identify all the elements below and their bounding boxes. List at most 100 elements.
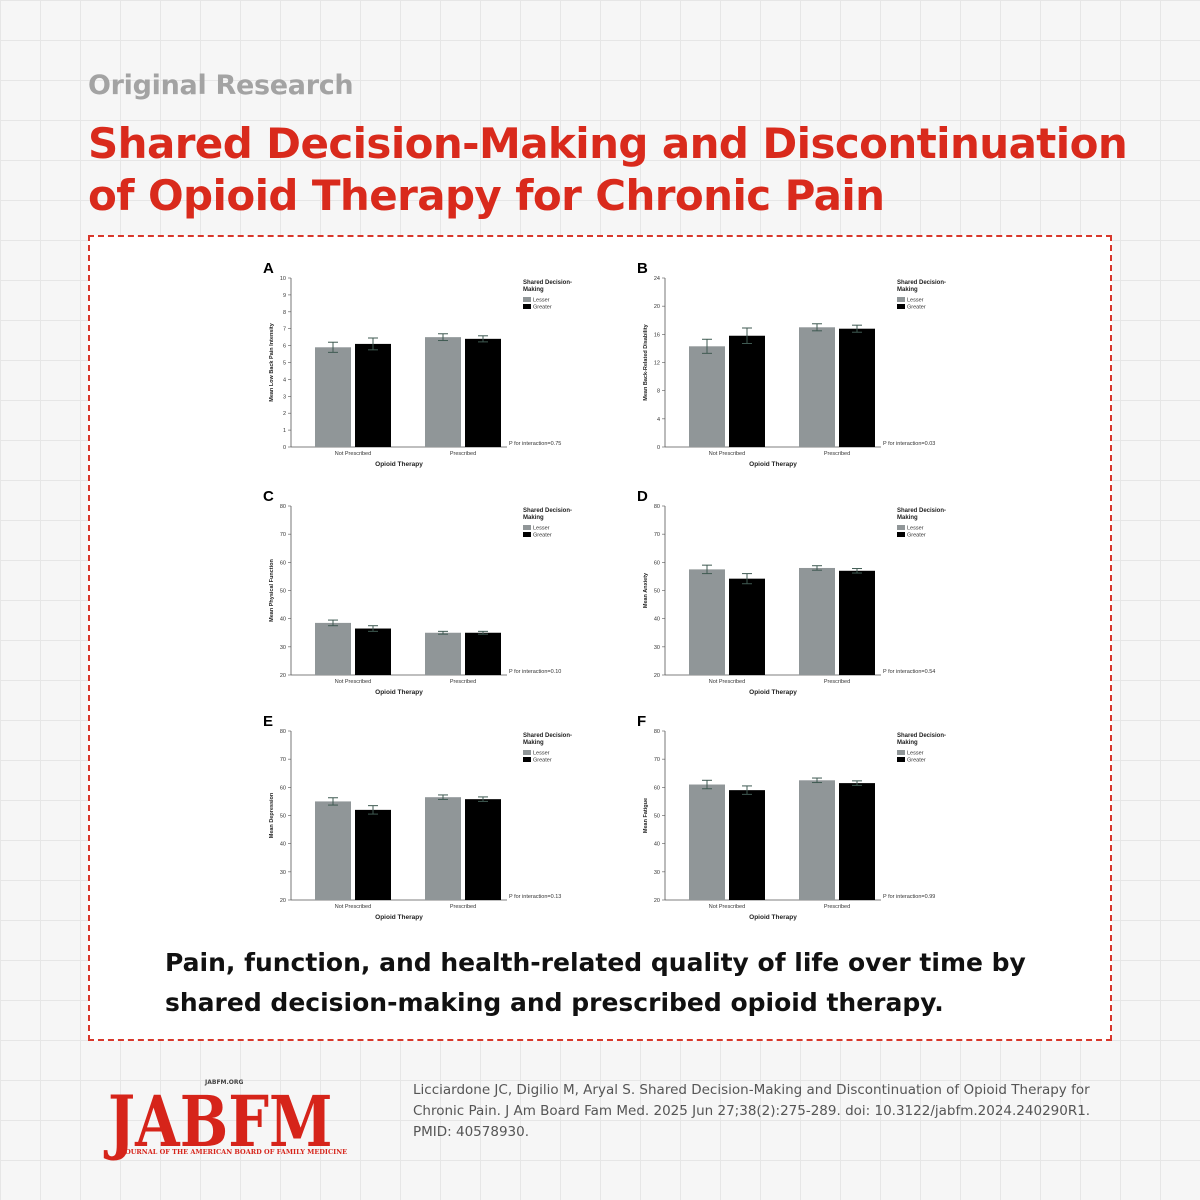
legend-title: Shared Decision- [523, 733, 572, 739]
y-axis-label: Mean Anxiety [643, 572, 649, 608]
y-tick-label: 30 [280, 870, 286, 876]
y-tick-label: 60 [654, 560, 660, 566]
legend-swatch [523, 297, 531, 302]
legend-title: Making [897, 287, 918, 293]
x-tick-label: Not Prescribed [709, 451, 745, 457]
y-tick-label: 10 [280, 276, 286, 282]
legend-swatch [897, 525, 905, 530]
panel-letter: E [263, 713, 273, 730]
x-tick-label: Not Prescribed [335, 679, 371, 685]
y-tick-label: 4 [283, 377, 286, 383]
bar-greater [465, 338, 501, 447]
legend-swatch [897, 304, 905, 309]
p-value-annotation: P for interaction=0.99 [883, 894, 935, 900]
bar-greater [355, 628, 391, 675]
legend-swatch [523, 532, 531, 537]
figure-frame [88, 235, 1112, 1041]
y-tick-label: 12 [654, 361, 660, 367]
p-value-annotation: P for interaction=0.75 [509, 441, 561, 447]
y-tick-label: 50 [280, 589, 286, 595]
y-tick-label: 30 [280, 645, 286, 651]
legend-title: Making [897, 515, 918, 521]
bar-greater [729, 790, 765, 900]
y-tick-label: 70 [280, 532, 286, 538]
legend-label: Lesser [533, 751, 550, 757]
bar-lesser [799, 780, 835, 900]
y-tick-label: 40 [654, 617, 660, 623]
y-tick-label: 20 [654, 898, 660, 904]
y-tick-label: 50 [654, 814, 660, 820]
legend-swatch [523, 525, 531, 530]
legend-title: Shared Decision- [897, 508, 946, 514]
legend-title: Shared Decision- [523, 508, 572, 514]
bar-greater [729, 578, 765, 675]
legend-label: Lesser [533, 298, 550, 304]
citation: Licciardone JC, Digilio M, Aryal S. Shar… [413, 1082, 1091, 1140]
legend-swatch [523, 304, 531, 309]
x-axis-label: Opioid Therapy [375, 689, 423, 696]
legend-swatch [897, 757, 905, 762]
legend-title: Shared Decision- [897, 733, 946, 739]
panel-letter: B [637, 260, 648, 277]
x-axis-label: Opioid Therapy [749, 689, 797, 696]
legend-title: Shared Decision- [523, 280, 572, 286]
y-tick-label: 6 [283, 344, 286, 350]
y-axis-label: Mean Low Back Pain Intensity [269, 322, 275, 401]
bar-lesser [799, 327, 835, 447]
bar-lesser [425, 797, 461, 900]
bar-greater [839, 783, 875, 900]
chart-panel-f: F 20 30 40 50 60 70 80 Mean Fatigue Not Prescribe… [637, 713, 946, 921]
legend-swatch [523, 750, 531, 755]
chart-panel-b: B 0 4 8 12 16 20 24 Mean Back-Related Disability… [637, 260, 946, 468]
x-tick-label: Not Prescribed [709, 679, 745, 685]
y-tick-label: 5 [283, 361, 286, 367]
p-value-annotation: P for interaction=0.03 [883, 441, 935, 447]
legend-title: Making [523, 287, 544, 293]
bar-greater [839, 328, 875, 447]
y-tick-label: 80 [280, 729, 286, 735]
y-tick-label: 40 [654, 842, 660, 848]
legend-title: Making [523, 740, 544, 746]
bar-greater [729, 335, 765, 447]
legend-label: Greater [907, 758, 926, 764]
legend-swatch [897, 532, 905, 537]
chart-panel-e: E 20 30 40 50 60 70 80 Mean Depression Not Prescr… [263, 713, 572, 921]
y-tick-label: 80 [280, 504, 286, 510]
y-axis-label: Mean Physical Function [269, 559, 275, 622]
chart-panel-a: A 0 1 2 3 4 5 6 7 8 9 10 Mean Low Back Pain Intensit… [263, 260, 572, 468]
legend-label: Lesser [907, 298, 924, 304]
y-tick-label: 24 [654, 276, 660, 282]
x-tick-label: Prescribed [450, 904, 476, 910]
x-tick-label: Not Prescribed [709, 904, 745, 910]
p-value-annotation: P for interaction=0.54 [883, 669, 935, 675]
legend-label: Greater [533, 533, 552, 539]
y-tick-label: 16 [654, 332, 660, 338]
bar-lesser [425, 632, 461, 675]
legend-label: Greater [907, 305, 926, 311]
bar-greater [355, 809, 391, 900]
y-tick-label: 40 [280, 617, 286, 623]
y-tick-label: 9 [283, 293, 286, 299]
x-tick-label: Prescribed [824, 451, 850, 457]
chart-panel-d: D 20 30 40 50 60 70 80 Mean Anxiety Not Prescribe… [637, 488, 946, 696]
legend-label: Lesser [907, 526, 924, 532]
y-tick-label: 2 [283, 411, 286, 417]
y-axis-label: Mean Fatigue [643, 798, 649, 833]
x-axis-label: Opioid Therapy [749, 914, 797, 921]
y-tick-label: 3 [283, 394, 286, 400]
bar-lesser [425, 337, 461, 447]
y-tick-label: 80 [654, 729, 660, 735]
journal-logo: JABFM [108, 1080, 333, 1163]
legend-label: Lesser [907, 751, 924, 757]
y-tick-label: 70 [280, 757, 286, 763]
legend-label: Greater [907, 533, 926, 539]
legend-swatch [897, 297, 905, 302]
y-tick-label: 30 [654, 870, 660, 876]
panel-letter: C [263, 488, 274, 505]
chart-panel-c: C 20 30 40 50 60 70 80 Mean Physical Function Not… [263, 488, 572, 696]
bar-lesser [315, 622, 351, 675]
x-tick-label: Prescribed [824, 679, 850, 685]
x-axis-label: Opioid Therapy [749, 461, 797, 468]
legend-swatch [523, 757, 531, 762]
y-tick-label: 0 [283, 445, 286, 451]
